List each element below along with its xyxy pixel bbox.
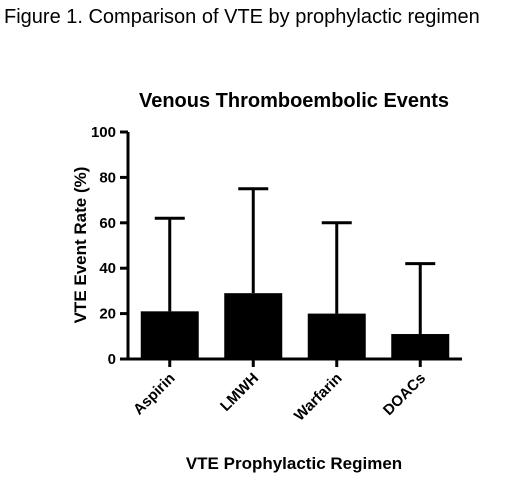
y-tick-label: 60 xyxy=(99,215,116,232)
error-bars xyxy=(154,187,436,335)
chart-title: Venous Thromboembolic Events xyxy=(139,90,449,112)
x-axis-label: VTE Prophylactic Regimen xyxy=(186,454,402,473)
y-axis-label: VTE Event Rate (%) xyxy=(71,167,90,324)
y-tick-label: 100 xyxy=(91,124,116,141)
x-tick-label-doacs: DOACs xyxy=(380,370,429,419)
bar-doacs xyxy=(391,334,450,359)
y-tick-label: 40 xyxy=(99,260,116,277)
y-tick-label: 0 xyxy=(108,351,116,368)
x-tick-label-aspirin: Aspirin xyxy=(130,370,179,419)
x-axis xyxy=(128,357,462,367)
figure-caption: Figure 1. Comparison of VTE by prophylac… xyxy=(4,6,480,28)
x-tick-labels: Aspirin LMWH Warfarin DOACs xyxy=(130,370,429,425)
y-axis: 0 20 40 60 80 100 xyxy=(91,124,130,368)
bars xyxy=(140,293,450,359)
x-tick-label-lmwh: LMWH xyxy=(217,370,262,415)
bar-warfarin xyxy=(307,313,366,359)
bar-lmwh xyxy=(224,293,283,359)
bar-aspirin xyxy=(140,311,199,359)
y-tick-label: 20 xyxy=(99,306,116,323)
y-tick-label: 80 xyxy=(99,169,116,186)
x-tick-label-warfarin: Warfarin xyxy=(291,370,346,425)
